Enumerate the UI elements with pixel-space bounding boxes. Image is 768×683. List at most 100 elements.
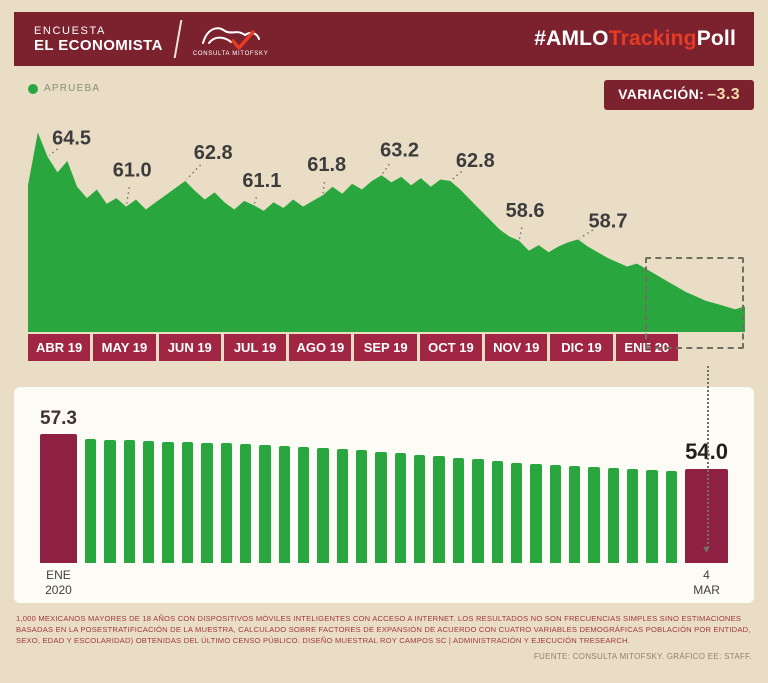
bar: [510, 462, 523, 563]
bar: [143, 440, 155, 563]
legend-row: APRUEBA VARIACIÓN: –3.3: [28, 80, 754, 110]
bar: [123, 439, 136, 563]
methodology-text: 1,000 MEXICANOS MAYORES DE 18 AÑOS CON D…: [16, 614, 751, 645]
bar-group: 54.0 4 MAR: [685, 401, 728, 597]
bar-group: [394, 401, 407, 563]
daily-bar-panel: 57.3 ENE 2020 54.0 4 MAR: [14, 387, 754, 603]
bar: [181, 441, 194, 563]
brand-text: ENCUESTA EL ECONOMISTA: [34, 25, 163, 54]
annotation-value-label: 62.8: [194, 142, 233, 164]
month-label-box: AGO 19: [289, 334, 352, 361]
bar-group: [278, 401, 290, 563]
bar-axis-label: 4 MAR: [693, 568, 720, 597]
bar-group: [336, 401, 349, 563]
bar-group: 57.3 ENE 2020: [40, 401, 77, 597]
bar-group: [433, 401, 445, 563]
annotation-value-label: 63.2: [380, 139, 419, 161]
check-icon: [230, 29, 255, 50]
bar-group: [162, 401, 174, 563]
bar-group: [510, 401, 523, 563]
annotation-value-label: 64.5: [52, 128, 91, 150]
annotation-leader-line: [125, 187, 130, 205]
bar-group: [84, 401, 97, 563]
annotation-leader-line: [186, 164, 202, 180]
bar: [356, 450, 368, 563]
zoom-connector-line: [707, 366, 709, 548]
variation-label: VARIACIÓN:: [618, 86, 705, 102]
logo-caption: CONSULTA MITOFSKY: [192, 50, 269, 57]
bar: [530, 463, 542, 563]
annotation-leader-line: [322, 182, 326, 194]
bar: [104, 439, 116, 563]
bar: [646, 469, 658, 563]
bar: [220, 442, 232, 563]
annotation-leader-line: [518, 227, 523, 239]
bar: [491, 460, 503, 563]
bar: [568, 465, 581, 563]
bar-group: [259, 401, 271, 563]
annotation-leader-line: [451, 171, 463, 181]
hashtag-amlo: #AMLO: [534, 27, 609, 50]
bar-group: [665, 401, 678, 563]
bar: [40, 434, 77, 563]
down-arrow-icon: ▼: [701, 544, 712, 556]
bar: [317, 447, 329, 563]
variation-value: –3.3: [707, 86, 740, 103]
bar-group: [143, 401, 155, 563]
legend-label: APRUEBA: [44, 83, 101, 94]
hashtag-poll: Poll: [696, 27, 736, 50]
annotation-value-label: 61.8: [307, 154, 346, 176]
bar-group: [317, 401, 329, 563]
bar-group: [375, 401, 387, 563]
bar: [433, 456, 445, 563]
annotation-value-label: 58.7: [589, 210, 628, 232]
hashtag-tracking: Tracking: [608, 27, 697, 50]
area-series: [28, 132, 745, 332]
bar-group: [588, 401, 600, 563]
bar: [414, 455, 426, 563]
annotation-leader-line: [382, 163, 390, 174]
bar: [201, 442, 213, 563]
bar: [259, 444, 271, 563]
month-axis: ABR 19 MAY 19 JUN 19 JUL 19 AGO 19 SEP 19 OCT …: [28, 334, 678, 361]
bar: [336, 449, 349, 563]
month-label-box: SEP 19: [354, 334, 417, 361]
brand-block: ENCUESTA EL ECONOMISTA CONSULTA MITOFSKY: [34, 20, 268, 58]
bar: [278, 445, 290, 563]
bar-axis-label: ENE 2020: [45, 568, 72, 597]
month-label-box: MAY 19: [93, 334, 156, 361]
consulta-mitofsky-logo: CONSULTA MITOFSKY: [193, 22, 269, 57]
month-label-box: NOV 19: [485, 334, 548, 361]
variation-badge: VARIACIÓN: –3.3: [604, 80, 754, 110]
area-chart-svg: 64.5 61.0 62.8 61.1 61.8 63.2 62.8 58.6 58.7: [28, 128, 745, 332]
zoom-region-box: [644, 257, 744, 349]
bar-group: [181, 401, 194, 563]
bar-group: [123, 401, 136, 563]
bar-group: [414, 401, 426, 563]
annotation-leader-line: [253, 197, 258, 204]
legend-dot-icon: [28, 83, 38, 94]
header-bar: ENCUESTA EL ECONOMISTA CONSULTA MITOFSKY…: [14, 12, 754, 66]
bar: [394, 453, 407, 563]
legend-aprueba: APRUEBA: [28, 83, 100, 94]
bar: [84, 438, 97, 563]
bar-group: [472, 401, 484, 563]
bar-group: [356, 401, 368, 563]
bar-value-label: 57.3: [40, 408, 77, 430]
bar-group: [607, 401, 620, 563]
bar: [162, 441, 174, 563]
month-label-box: OCT 19: [419, 334, 483, 361]
brand-kicker: ENCUESTA: [34, 24, 106, 37]
annotation-value-label: 61.0: [113, 160, 152, 182]
bar-group: [549, 401, 561, 563]
bar: [588, 466, 600, 563]
horse-scribble-icon: [201, 26, 260, 50]
bar: [607, 467, 620, 563]
source-text: FUENTE: CONSULTA MITOFSKY. GRÁFICO EE: S…: [533, 652, 752, 661]
bar-group: [452, 401, 465, 563]
bar: [452, 458, 465, 563]
annotation-leader-line: [48, 148, 58, 157]
bar: [665, 470, 678, 563]
annotation-value-label: 58.6: [506, 200, 545, 222]
